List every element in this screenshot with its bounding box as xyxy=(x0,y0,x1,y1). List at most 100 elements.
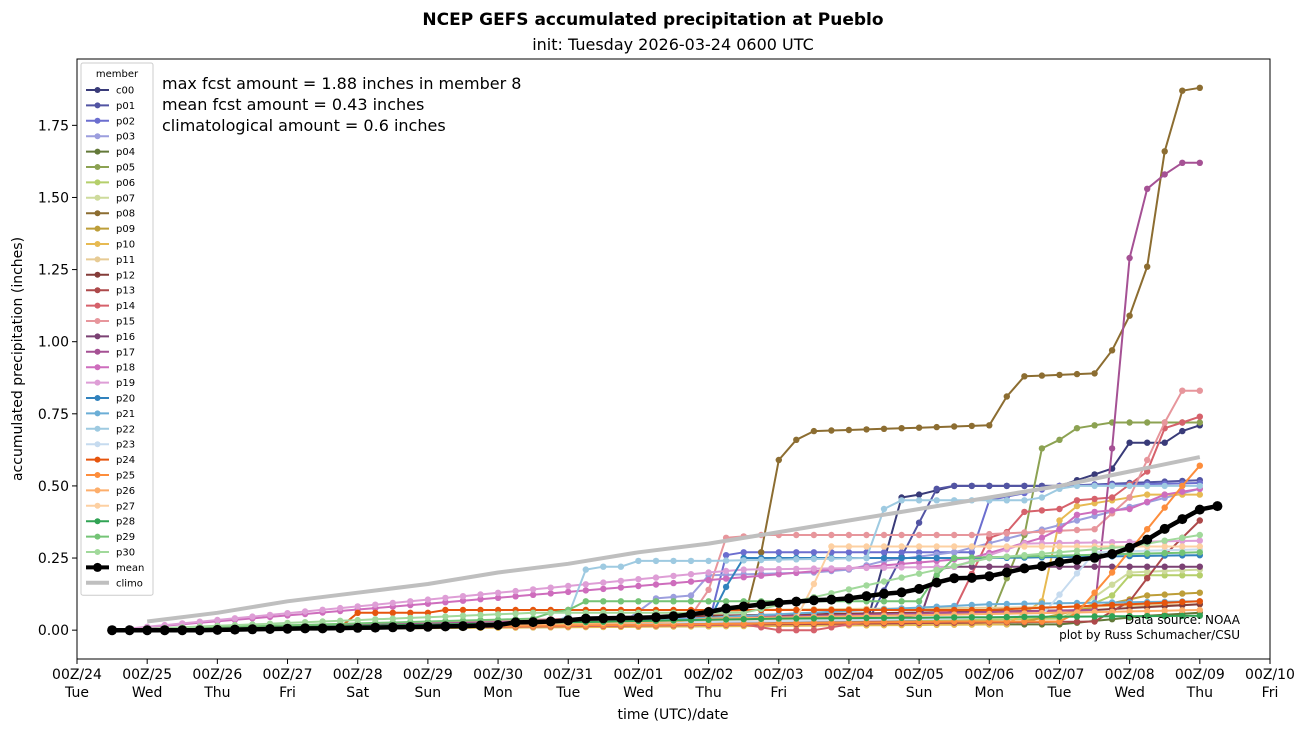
data-point-p08 xyxy=(1021,373,1028,380)
data-point-p22 xyxy=(810,555,818,563)
data-point-p10 xyxy=(1073,502,1081,510)
data-point-p19 xyxy=(337,604,344,612)
data-point-p27 xyxy=(1056,543,1063,550)
data-point-p18 xyxy=(600,585,607,593)
data-point-p27 xyxy=(1161,543,1168,550)
data-point-p26 xyxy=(1108,608,1116,615)
data-point-p18 xyxy=(565,588,572,596)
legend-label-p01: p01 xyxy=(116,101,135,112)
chart-subtitle: init: Tuesday 2026-03-24 0600 UTC xyxy=(532,35,814,54)
data-point-p24 xyxy=(880,606,888,614)
data-point-p19 xyxy=(214,616,221,624)
x-tick-day-label: Wed xyxy=(132,685,163,701)
data-point-p19 xyxy=(266,611,274,619)
x-tick-day-label: Mon xyxy=(975,685,1005,701)
data-point-p18 xyxy=(512,593,519,600)
x-tick-day-label: Thu xyxy=(203,685,230,701)
data-point-p22 xyxy=(652,557,660,565)
data-point-p01 xyxy=(933,485,940,492)
data-point-p19 xyxy=(898,564,905,571)
data-point-p22 xyxy=(775,556,782,563)
data-point-mean xyxy=(879,588,889,599)
data-point-mean xyxy=(773,597,784,608)
data-point-p24 xyxy=(775,606,782,614)
data-point-p09 xyxy=(1179,590,1186,597)
data-point-p15 xyxy=(986,530,993,538)
data-point-p09 xyxy=(1144,592,1151,599)
data-point-p15 xyxy=(968,531,975,539)
data-point-p24 xyxy=(951,606,958,614)
data-point-c00 xyxy=(1179,427,1186,435)
data-point-mean xyxy=(1036,561,1047,572)
data-point-p18 xyxy=(722,575,730,582)
data-point-p13 xyxy=(1196,517,1204,524)
data-point-p15 xyxy=(793,531,800,539)
data-point-p22 xyxy=(845,555,853,562)
x-tick-label: 00Z/05 xyxy=(894,667,944,683)
data-point-p29 xyxy=(1179,549,1186,556)
data-point-p24 xyxy=(1038,604,1046,611)
data-point-p16 xyxy=(1073,563,1081,570)
legend-label-p08: p08 xyxy=(116,209,135,220)
data-point-mean xyxy=(405,622,416,632)
data-point-p08 xyxy=(793,436,800,443)
data-point-p29 xyxy=(652,598,660,605)
data-point-p30 xyxy=(898,574,905,581)
data-point-p08 xyxy=(1144,263,1151,270)
data-point-p28 xyxy=(1073,613,1081,620)
data-point-p19 xyxy=(828,565,835,572)
data-point-p06 xyxy=(1196,572,1204,579)
data-point-p18 xyxy=(529,591,537,598)
data-point-p22 xyxy=(880,505,888,513)
legend-label-p23: p23 xyxy=(116,440,135,451)
data-point-p22 xyxy=(617,563,625,570)
data-point-p19 xyxy=(547,584,554,591)
data-point-p10 xyxy=(1144,491,1151,498)
x-tick-label: 00Z/01 xyxy=(613,667,663,683)
y-tick-label: 0.25 xyxy=(38,551,69,567)
legend-marker-p13 xyxy=(94,287,101,294)
data-point-mean xyxy=(808,595,819,606)
data-point-p30 xyxy=(494,611,502,618)
data-point-p19 xyxy=(284,610,291,617)
series-lines xyxy=(107,84,1223,636)
x-tick-label: 00Z/10 xyxy=(1245,667,1295,683)
y-axis-label: accumulated precipitation (inches) xyxy=(10,237,26,481)
data-point-mean xyxy=(159,625,170,636)
data-point-p22 xyxy=(863,554,870,562)
legend-marker-p16 xyxy=(94,333,101,340)
data-point-p28 xyxy=(1003,613,1010,621)
data-point-p18 xyxy=(670,579,677,587)
data-point-p13 xyxy=(1091,618,1098,625)
legend-marker-p20 xyxy=(94,395,101,401)
x-tick-label: 00Z/30 xyxy=(473,667,523,683)
data-point-p19 xyxy=(231,615,239,622)
data-point-p06 xyxy=(1179,572,1186,579)
legend-label-p25: p25 xyxy=(116,471,135,482)
data-point-p28 xyxy=(775,615,782,622)
data-point-p15 xyxy=(898,531,905,539)
data-point-p25 xyxy=(1091,589,1098,596)
data-point-mean xyxy=(265,624,275,634)
data-point-p25 xyxy=(1179,482,1186,490)
x-tick-label: 00Z/31 xyxy=(543,667,593,683)
data-point-p18 xyxy=(1179,488,1186,495)
y-tick-label: 0.75 xyxy=(38,407,69,423)
data-point-p19 xyxy=(670,572,677,580)
data-point-p16 xyxy=(986,563,993,570)
data-point-p28 xyxy=(758,615,765,623)
data-point-p16 xyxy=(1161,563,1168,570)
legend-marker-p10 xyxy=(94,241,101,247)
data-point-p28 xyxy=(968,614,975,621)
data-point-mean xyxy=(756,599,767,610)
data-point-p15 xyxy=(933,531,940,539)
data-point-p13 xyxy=(1144,575,1151,582)
x-tick-label: 00Z/25 xyxy=(122,667,172,683)
data-point-p30 xyxy=(1179,534,1186,541)
data-point-p19 xyxy=(758,566,765,573)
data-point-p02 xyxy=(810,549,818,556)
series-line-mean xyxy=(112,503,1218,633)
data-point-p18 xyxy=(1108,507,1116,514)
x-tick-day-label: Mon xyxy=(483,685,513,701)
